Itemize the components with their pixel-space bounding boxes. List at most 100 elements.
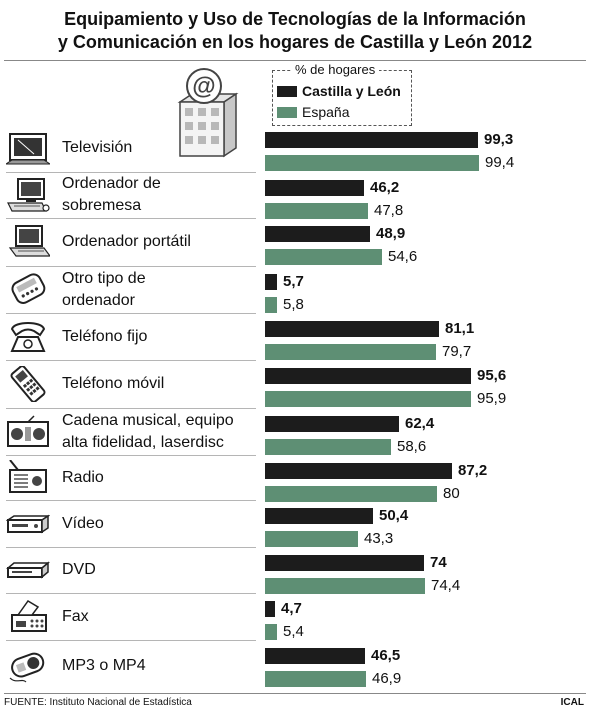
stereo-system-icon	[6, 414, 50, 450]
value-label-espana: 99,4	[485, 154, 515, 171]
value-label-espana: 95,9	[477, 390, 507, 407]
value-label-espana: 54,6	[388, 248, 418, 265]
footer-divider	[4, 693, 586, 694]
bar-espana	[265, 486, 437, 502]
bar-castilla	[265, 132, 478, 148]
category-label: Cadena musical, equipo alta fidelidad, la…	[62, 410, 234, 454]
dvd-player-icon	[5, 552, 51, 588]
row-separator	[6, 640, 256, 641]
category-label-line: Otro tipo de	[62, 269, 146, 287]
bar-espana	[265, 249, 382, 265]
category-label: Otro tipo de ordenador	[62, 268, 146, 312]
household-at-sign-icon: @	[166, 66, 246, 160]
legend-swatch-castilla	[277, 85, 297, 97]
legend-swatch-espana	[277, 106, 297, 118]
category-label-line: DVD	[62, 561, 96, 578]
category-label: Radio	[62, 467, 104, 489]
bar-castilla	[265, 274, 277, 290]
category-label-line: ordenador	[62, 291, 135, 309]
value-label-espana: 79,7	[442, 343, 472, 360]
legend-item-castilla: Castilla y León	[277, 82, 401, 100]
bar-castilla	[265, 601, 275, 617]
category-label: Teléfono fijo	[62, 326, 147, 348]
category-label: Ordenador de sobremesa	[62, 173, 161, 217]
bar-castilla	[265, 508, 373, 524]
chart-title-line-2: y Comunicación en los hogares de Castill…	[57, 32, 533, 52]
legend-label-castilla: Castilla y León	[302, 83, 401, 99]
chart-title-line-1: Equipamiento y Uso de Tecnologías de la …	[64, 9, 526, 29]
bar-espana	[265, 578, 425, 594]
chart-title: Equipamiento y Uso de Tecnologías de la …	[0, 8, 590, 54]
bar-espana	[265, 203, 368, 219]
row-separator	[6, 593, 256, 594]
bar-castilla	[265, 226, 370, 242]
landline-phone-icon	[6, 319, 50, 355]
bar-castilla	[265, 555, 424, 571]
bar-espana	[265, 391, 471, 407]
bar-castilla	[265, 648, 365, 664]
value-label-espana: 47,8	[374, 202, 404, 219]
bar-espana	[265, 624, 277, 640]
category-label: Fax	[62, 606, 89, 628]
value-label-castilla: 4,7	[281, 600, 302, 617]
bar-castilla	[265, 463, 452, 479]
bar-castilla	[265, 416, 399, 432]
category-label-line: Teléfono móvil	[62, 375, 165, 392]
bar-espana	[265, 344, 436, 360]
bar-castilla	[265, 368, 471, 384]
other-computer-icon	[6, 272, 50, 308]
row-separator	[6, 547, 256, 548]
bar-espana	[265, 531, 358, 547]
category-label-line: Ordenador de	[62, 175, 161, 192]
row-separator	[6, 266, 256, 267]
value-label-espana: 74,4	[431, 577, 461, 594]
svg-text:@: @	[192, 73, 215, 100]
value-label-castilla: 5,7	[283, 273, 304, 290]
mobile-phone-icon	[6, 361, 50, 403]
radio-icon	[6, 458, 50, 496]
category-label-line: Radio	[62, 468, 104, 486]
row-separator	[6, 360, 256, 361]
category-label: Vídeo	[62, 513, 104, 535]
bar-espana	[265, 297, 277, 313]
television-icon	[4, 130, 52, 166]
value-label-espana: 5,4	[283, 623, 304, 640]
value-label-espana: 5,8	[283, 296, 304, 313]
category-label-line: sobremesa	[62, 197, 142, 214]
value-label-espana: 46,9	[372, 670, 402, 687]
title-divider	[4, 60, 586, 61]
category-label: Ordenador portátil	[62, 231, 191, 253]
category-label: Teléfono móvil	[62, 373, 164, 395]
category-label-line: Teléfono fijo	[62, 327, 148, 345]
value-label-castilla: 48,9	[376, 225, 406, 242]
category-label-line: Ordenador portátil	[62, 233, 191, 250]
value-label-castilla: 87,2	[458, 462, 488, 479]
category-label: DVD	[62, 559, 96, 581]
value-label-castilla: 50,4	[379, 507, 409, 524]
legend-title: % de hogares	[291, 62, 380, 78]
row-separator	[6, 172, 256, 173]
value-label-espana: 80	[443, 485, 460, 502]
category-label-line: Fax	[62, 607, 89, 625]
category-label-line: MP3 o MP4	[62, 656, 146, 674]
category-label: Televisión	[62, 137, 132, 159]
credit-label: ICAL	[560, 697, 584, 708]
row-separator	[6, 408, 256, 409]
category-label-line: Vídeo	[62, 514, 104, 532]
value-label-castilla: 99,3	[484, 131, 514, 148]
bar-espana	[265, 671, 366, 687]
category-label-line: alta fidelidad, laserdisc	[62, 433, 224, 451]
legend-label-espana: España	[302, 104, 350, 120]
row-separator	[6, 455, 256, 456]
bar-castilla	[265, 180, 364, 196]
fax-icon	[6, 599, 50, 635]
desktop-computer-icon	[6, 177, 50, 213]
mp3-player-icon	[6, 648, 50, 684]
value-label-castilla: 62,4	[405, 415, 435, 432]
value-label-castilla: 46,2	[370, 179, 400, 196]
value-label-castilla: 95,6	[477, 367, 507, 384]
value-label-castilla: 74	[430, 554, 447, 571]
legend-item-espana: España	[277, 103, 349, 121]
source-note: FUENTE: Instituto Nacional de Estadístic…	[4, 697, 192, 708]
laptop-icon	[6, 224, 52, 260]
